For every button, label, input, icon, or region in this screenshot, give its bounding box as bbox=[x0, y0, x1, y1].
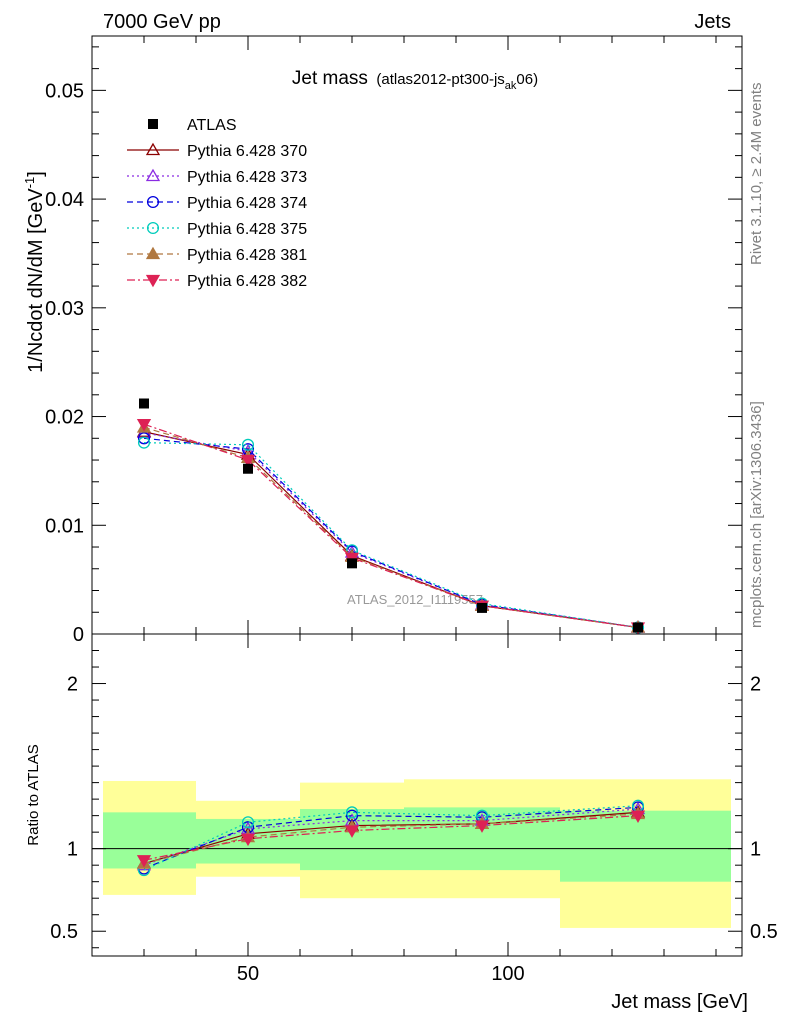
x-tick-label: 50 bbox=[237, 963, 259, 985]
ratio-line bbox=[143, 808, 639, 866]
ratio-point bbox=[474, 820, 490, 833]
ratio-panel: 0.5 0.5 1 1 2 2 50 100 Ratio to ATLAS Jet mass … bbox=[25, 633, 778, 1013]
x-tick-label: 100 bbox=[491, 963, 524, 985]
data-point bbox=[240, 454, 256, 468]
y-tick-label: 0.01 bbox=[45, 515, 84, 537]
series-line bbox=[143, 442, 639, 629]
ratio-point bbox=[241, 816, 255, 829]
ratio-point bbox=[240, 833, 256, 847]
ratio-y-tick-label-right: 0.5 bbox=[750, 921, 778, 943]
series-atlas bbox=[139, 398, 643, 633]
data-point bbox=[137, 432, 151, 445]
y-tick-label: 0.05 bbox=[45, 80, 84, 102]
ratio-y-tick-label: 1 bbox=[67, 839, 78, 861]
mcplots-label: mcplots.cern.ch [arXiv:1306.3436] bbox=[748, 401, 765, 628]
main-y-axis-label: 1/Ncdot dN/dM [GeV-1] bbox=[22, 171, 47, 373]
ratio-pythia-6.428-382 bbox=[136, 810, 646, 868]
ratio-point bbox=[136, 855, 152, 868]
rivet-label: Rivet 3.1.10, ≥ 2.4M events bbox=[748, 83, 765, 266]
legend-marker bbox=[146, 221, 160, 235]
green-band bbox=[103, 812, 196, 869]
legend-label: Pythia 6.428 373 bbox=[187, 169, 307, 186]
data-point bbox=[137, 436, 151, 449]
legend-marker bbox=[145, 142, 161, 156]
data-point bbox=[633, 622, 643, 633]
legend: ATLAS Pythia 6.428 370 Pythia 6.428 373 Pyt… bbox=[127, 117, 307, 290]
ratio-line bbox=[143, 805, 639, 871]
data-point bbox=[477, 602, 487, 613]
x-axis-label: Jet mass [GeV] bbox=[611, 991, 748, 1013]
main-panel: ATLAS_2012_I1119557 0 0.01 0.02 0.03 0.04 0.0… bbox=[22, 35, 743, 646]
legend-label: ATLAS bbox=[187, 117, 237, 134]
legend-label: Pythia 6.428 375 bbox=[187, 221, 307, 238]
data-point bbox=[139, 398, 149, 409]
ratio-y-tick-label-right: 2 bbox=[750, 674, 761, 696]
ratio-point bbox=[345, 806, 359, 819]
legend-marker bbox=[145, 168, 161, 182]
ratio-point bbox=[630, 810, 646, 823]
y-tick-label: 0.03 bbox=[45, 298, 84, 320]
ratio-point bbox=[344, 825, 360, 838]
header-right: Jets bbox=[694, 11, 731, 33]
ratio-line bbox=[143, 806, 639, 870]
legend-label: Pythia 6.428 382 bbox=[187, 273, 307, 290]
ratio-y-tick-label: 2 bbox=[67, 674, 78, 696]
legend-marker bbox=[145, 274, 161, 288]
ratio-frame bbox=[91, 633, 743, 957]
ratio-y-axis-label: Ratio to ATLAS bbox=[25, 744, 42, 845]
legend-label: Pythia 6.428 374 bbox=[187, 195, 307, 212]
data-point bbox=[136, 419, 152, 432]
green-band bbox=[560, 810, 731, 882]
ratio-y-tick-label-right: 1 bbox=[750, 839, 761, 861]
y-tick-label: 0.04 bbox=[45, 189, 84, 211]
header-left: 7000 GeV pp bbox=[103, 11, 221, 33]
data-point bbox=[241, 438, 255, 451]
data-point bbox=[347, 558, 357, 569]
legend-label: Pythia 6.428 370 bbox=[187, 143, 307, 160]
legend-marker bbox=[145, 246, 161, 260]
ratio-y-tick-label: 0.5 bbox=[50, 921, 78, 943]
data-point bbox=[243, 463, 253, 474]
legend-marker bbox=[148, 119, 158, 129]
y-tick-label: 0 bbox=[73, 624, 84, 646]
watermark: ATLAS_2012_I1119557 bbox=[347, 592, 483, 607]
legend-marker bbox=[146, 195, 160, 209]
legend-label: Pythia 6.428 381 bbox=[187, 247, 307, 264]
main-title: Jet mass (atlas2012-pt300-jsak06) bbox=[292, 68, 538, 92]
y-tick-label: 0.02 bbox=[45, 407, 84, 429]
